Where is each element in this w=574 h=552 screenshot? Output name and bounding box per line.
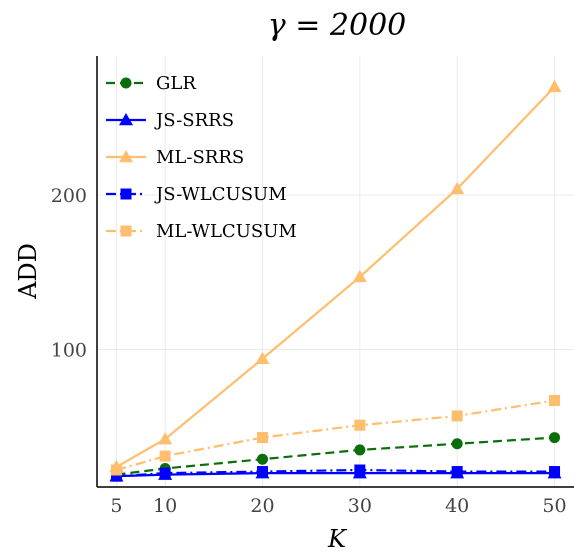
series-line-ml-srrs <box>115 86 556 468</box>
series-line-glr <box>116 436 555 476</box>
legend-item-js-wlcusum: JS-WLCUSUM <box>106 184 287 205</box>
legend-label-ml-srrs: ML-SRRS <box>156 147 244 168</box>
series-js-wlcusum <box>110 464 561 482</box>
legend-item-glr: GLR <box>106 73 196 94</box>
point-ml-srrs-10 <box>158 432 173 445</box>
series-lines <box>109 79 562 482</box>
point-ml-srrs-50 <box>547 79 562 93</box>
x-tick-label-5: 5 <box>110 495 122 517</box>
point-glr-30 <box>354 444 366 456</box>
legend-item-ml-wlcusum: ML-WLCUSUM <box>106 221 297 242</box>
legend: GLR JS-SRRS ML-SRRS JS-WLCUSUM ML-WLCUSUM <box>106 73 297 242</box>
legend-label-js-wlcusum: JS-WLCUSUM <box>154 184 287 205</box>
point-glr-40 <box>451 438 463 450</box>
grid <box>97 56 574 487</box>
legend-marker-js-wlcusum <box>120 188 132 200</box>
y-axis-title: ADD <box>14 243 42 300</box>
point-ml-wlcusum-40 <box>451 410 463 422</box>
chart-title: γ = 2000 <box>268 8 407 43</box>
axes <box>96 56 574 488</box>
series-line-js-wlcusum <box>116 468 555 478</box>
series-line-js-srrs <box>116 472 555 478</box>
legend-item-ml-srrs: ML-SRRS <box>106 147 244 168</box>
point-js-wlcusum-10 <box>159 467 171 479</box>
x-tick-label-20: 20 <box>250 495 274 517</box>
legend-marker-glr <box>120 77 132 89</box>
legend-label-ml-wlcusum: ML-WLCUSUM <box>156 221 297 242</box>
point-glr-20 <box>256 453 268 465</box>
point-ml-wlcusum-5 <box>110 464 122 476</box>
legend-label-js-srrs: JS-SRRS <box>154 110 234 131</box>
point-ml-wlcusum-30 <box>354 419 366 431</box>
point-ml-wlcusum-10 <box>159 450 171 462</box>
point-ml-srrs-30 <box>352 269 367 283</box>
series-line-ml-wlcusum <box>116 399 555 472</box>
point-js-wlcusum-30 <box>354 464 366 476</box>
legend-marker-ml-wlcusum <box>120 225 132 237</box>
legend-item-js-srrs: JS-SRRS <box>106 110 234 131</box>
x-tick-label-10: 10 <box>153 495 177 517</box>
x-tick-label-30: 30 <box>348 495 372 517</box>
y-tick-label-200: 200 <box>51 185 87 207</box>
point-ml-wlcusum-50 <box>549 394 561 406</box>
legend-label-glr: GLR <box>156 73 196 94</box>
x-tick-label-50: 50 <box>542 495 566 517</box>
point-js-wlcusum-5 <box>110 470 122 482</box>
point-js-wlcusum-40 <box>451 466 463 478</box>
y-tick-label-100: 100 <box>51 340 87 362</box>
point-js-wlcusum-50 <box>549 466 561 478</box>
series-ml-wlcusum <box>110 394 561 476</box>
series-ml-srrs <box>109 79 562 473</box>
legend-marker-ml-srrs <box>119 150 133 163</box>
x-axis-title: K <box>327 525 348 552</box>
point-ml-srrs-20 <box>255 351 270 365</box>
point-js-wlcusum-20 <box>256 466 268 478</box>
legend-marker-js-srrs <box>119 113 133 126</box>
point-glr-50 <box>549 432 561 444</box>
tick-labels: 5 10 20 30 40 50 100 200 <box>51 185 567 517</box>
point-ml-wlcusum-20 <box>256 432 268 444</box>
point-ml-srrs-40 <box>450 181 465 195</box>
x-tick-label-40: 40 <box>445 495 469 517</box>
